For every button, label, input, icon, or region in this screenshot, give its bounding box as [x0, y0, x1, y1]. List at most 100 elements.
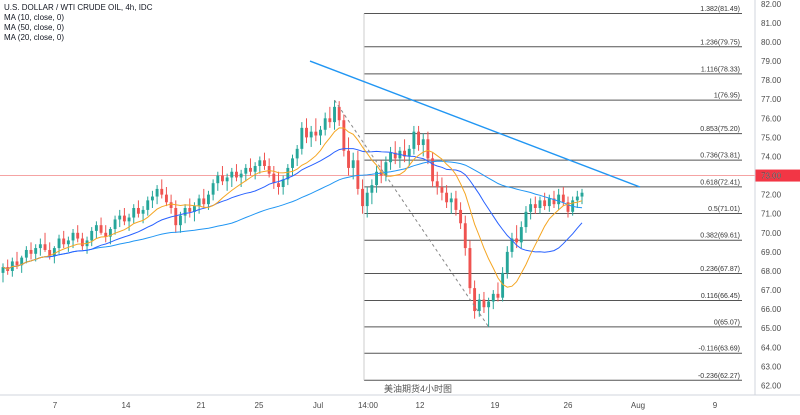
candle-down	[136, 207, 140, 214]
chart-annotation: 美油期货4小时图	[384, 383, 452, 394]
fib-level-label: 0.236(67.87)	[700, 266, 740, 273]
candle-up	[281, 179, 285, 188]
candle-up	[150, 196, 154, 201]
candle-down	[76, 232, 80, 239]
candle-down	[62, 238, 66, 245]
candle-down	[104, 232, 108, 237]
candle-down	[566, 202, 570, 212]
fib-level-label: -0.116(63.69)	[698, 346, 740, 353]
candle-up	[258, 160, 262, 167]
candle-down	[356, 160, 360, 189]
time-axis[interactable]: 7 14 21 25 Jul 14:00 12 19 26 Aug 9	[0, 394, 800, 410]
price-axis[interactable]: 62.00 63.00 64.00 65.00 66.00 67.00 68.00 69.00…	[754, 0, 782, 395]
fib-level-label: 1.236(79.75)	[700, 39, 740, 46]
fib-level-label: 1.116(78.33)	[701, 66, 740, 73]
candle-down	[379, 171, 383, 176]
candle-up	[24, 249, 28, 258]
fib-level-label: 1(76.95)	[714, 93, 740, 100]
candle-up	[519, 227, 523, 243]
candle-down	[202, 198, 206, 205]
y-tick-label: 73.00	[761, 172, 782, 181]
y-tick-label: 68.00	[761, 267, 782, 276]
ma-10-label[interactable]: MA (10, close, 0)	[4, 13, 65, 22]
candle-up	[239, 173, 243, 178]
candle-down	[314, 131, 318, 136]
candle-down	[431, 158, 435, 182]
ma-50-line	[2, 160, 583, 270]
candle-down	[80, 238, 84, 247]
candle-up	[449, 198, 453, 203]
candle-down	[305, 127, 308, 138]
y-tick-label: 65.00	[761, 324, 782, 333]
candle-up	[146, 200, 150, 210]
candle-down	[277, 183, 280, 188]
fib-level-label: 0.5(71.01)	[708, 206, 740, 213]
y-tick-label: 70.00	[761, 229, 782, 238]
y-tick-label: 67.00	[761, 286, 782, 295]
x-tick-label: 19	[491, 401, 500, 410]
candle-down	[393, 152, 397, 159]
candle-down	[459, 209, 463, 224]
ma-10-line	[2, 127, 583, 288]
candle-down	[249, 167, 252, 172]
candle-down	[347, 150, 350, 168]
candle-up	[155, 188, 159, 197]
price-label-box	[755, 169, 800, 182]
candle-down	[445, 192, 449, 203]
candle-down	[454, 198, 458, 210]
candle-down	[169, 202, 173, 208]
candle-up	[487, 301, 491, 308]
y-tick-label: 75.00	[761, 133, 782, 142]
x-tick-label: 26	[564, 401, 573, 410]
candle-up	[300, 127, 304, 149]
candle-down	[403, 150, 407, 157]
price-label-text: 73.00	[761, 172, 782, 181]
candle-up	[407, 148, 411, 157]
candle-down	[221, 175, 224, 182]
candle-down	[263, 160, 266, 167]
y-tick-label: 76.00	[761, 114, 782, 123]
candle-up	[38, 244, 42, 249]
current-price-line: 73.00	[0, 169, 800, 182]
fib-level-label: 0.736(73.81)	[700, 153, 740, 160]
candle-up	[412, 131, 416, 149]
candle-up	[477, 299, 481, 312]
y-tick-label: 80.00	[761, 38, 782, 47]
candle-up	[118, 215, 122, 220]
candle-up	[286, 167, 290, 180]
y-tick-label: 78.00	[761, 76, 782, 85]
candle-up	[66, 240, 70, 245]
candle-up	[370, 185, 374, 193]
candle-up	[132, 207, 136, 218]
candle-down	[552, 198, 556, 205]
candle-down	[267, 166, 271, 174]
candle-down	[337, 106, 341, 121]
y-tick-label: 82.00	[761, 0, 782, 9]
x-tick-label: 12	[416, 401, 425, 410]
y-tick-label: 62.00	[761, 381, 782, 390]
candle-up	[34, 248, 38, 254]
candle-down	[272, 173, 276, 184]
candle-up	[501, 272, 505, 298]
resistance-trendline	[309, 60, 641, 188]
y-tick-label: 69.00	[761, 248, 782, 257]
candle-up	[389, 152, 393, 163]
candle-up	[216, 175, 220, 184]
chart-title: U.S. DOLLAR / WTI CRUDE OIL, 4h, IDC	[4, 3, 153, 12]
candle-up	[547, 198, 551, 207]
y-tick-label: 64.00	[761, 343, 782, 352]
candle-up	[113, 219, 117, 229]
candle-up	[365, 192, 369, 207]
candle-down	[29, 249, 33, 254]
candle-up	[319, 129, 322, 136]
candle-up	[207, 194, 210, 205]
ma-50-label[interactable]: MA (50, close, 0)	[4, 23, 65, 32]
candle-down	[122, 215, 126, 222]
candle-down	[468, 248, 472, 289]
candle-up	[57, 238, 61, 249]
candle-down	[426, 139, 430, 159]
candle-up	[351, 160, 355, 168]
candle-up	[90, 230, 94, 241]
ma-20-label[interactable]: MA (20, close, 0)	[4, 33, 65, 42]
